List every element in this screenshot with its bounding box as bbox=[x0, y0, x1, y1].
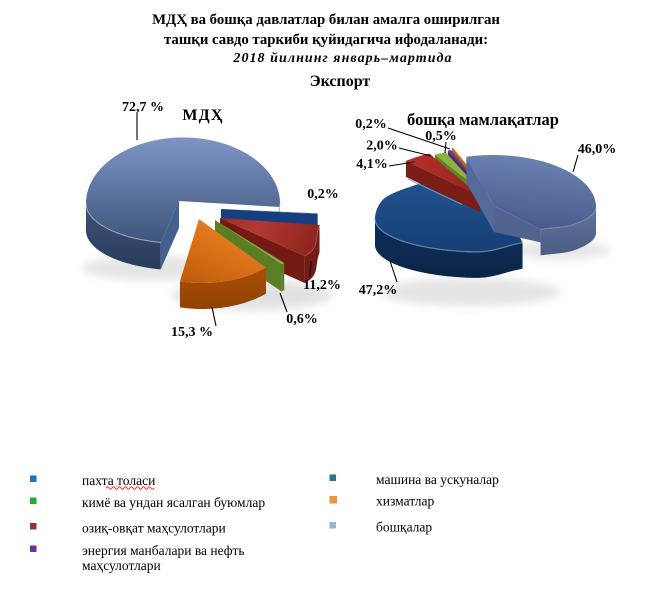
svg-text:МДҲ ва бошқа давлатлар билан а: МДҲ ва бошқа давлатлар билан амалга ошир… bbox=[152, 12, 500, 28]
svg-text:47,2%: 47,2% bbox=[359, 283, 398, 298]
svg-text:Экспорт: Экспорт bbox=[310, 73, 371, 90]
svg-text:бошқалар: бошқалар bbox=[376, 520, 432, 535]
svg-text:бошқа мамлақатлар: бошқа мамлақатлар bbox=[407, 110, 559, 129]
svg-text:маҳсулотлари: маҳсулотлари bbox=[82, 558, 161, 573]
svg-text:0,2%: 0,2% bbox=[307, 187, 339, 202]
svg-text:озиқ-овқат маҳсулотлари: озиқ-овқат маҳсулотлари bbox=[82, 521, 226, 536]
svg-text:ташқи савдо таркиби қуйидагича: ташқи савдо таркиби қуйидагича ифодалана… bbox=[164, 32, 488, 48]
svg-text:11,2%: 11,2% bbox=[303, 278, 341, 293]
svg-text:машина ва ускуналар: машина ва ускуналар bbox=[376, 472, 499, 487]
svg-text:2,0%: 2,0% bbox=[366, 139, 398, 154]
svg-text:72,7 %: 72,7 % bbox=[122, 100, 164, 115]
svg-text:0,6%: 0,6% bbox=[286, 312, 318, 327]
svg-text:энергия манбалари ва нефть: энергия манбалари ва нефть bbox=[82, 543, 245, 558]
svg-text:15,3 %: 15,3 % bbox=[171, 325, 213, 340]
svg-text:МДҲ: МДҲ bbox=[182, 107, 223, 124]
svg-text:0,5%: 0,5% bbox=[425, 129, 457, 144]
svg-text:4,1%: 4,1% bbox=[356, 157, 388, 172]
svg-text:46,0%: 46,0% bbox=[578, 142, 617, 157]
svg-text:2018 йилнинг январь–мартида: 2018 йилнинг январь–мартида bbox=[232, 51, 452, 66]
svg-text:пахта толаси: пахта толаси bbox=[82, 473, 155, 488]
svg-text:хизматлар: хизматлар bbox=[376, 494, 435, 509]
svg-text:0,2%: 0,2% bbox=[355, 117, 387, 132]
svg-text:кимё ва ундан ясалган буюмлар: кимё ва ундан ясалган буюмлар bbox=[82, 495, 265, 510]
